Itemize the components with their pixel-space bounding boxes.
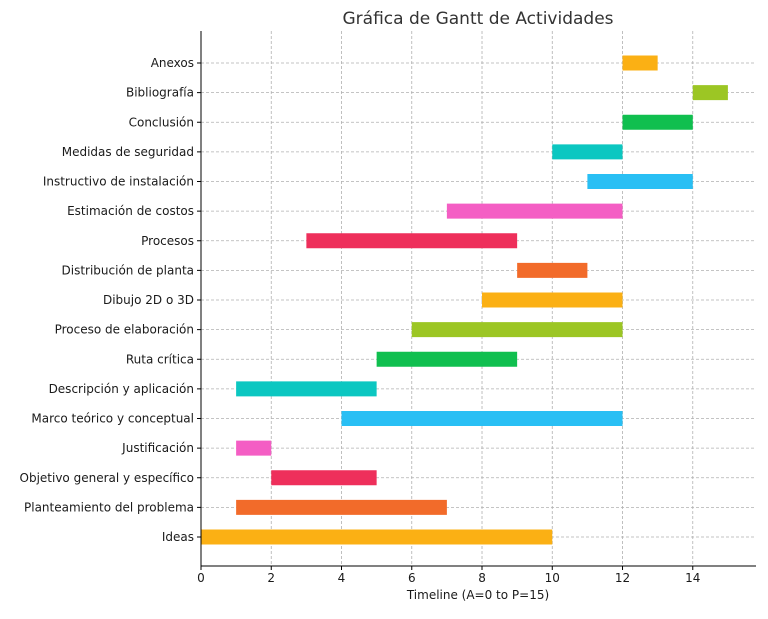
task-label: Descripción y aplicación [49,382,194,396]
task-bar [622,114,693,130]
task-bars [201,55,728,545]
chart-title: Gráfica de Gantt de Actividades [342,9,613,29]
task-label: Estimación de costos [67,204,194,218]
task-bar [236,440,272,456]
x-tick-label: 12 [615,571,630,585]
task-bar [692,85,728,101]
task-bar [622,55,658,71]
x-tick-label: 0 [197,571,205,585]
task-labels: Ideas Planteamiento del problema Objetivo … [20,56,194,544]
task-label: Planteamiento del problema [24,500,194,514]
task-label: Proceso de elaboración [55,323,194,337]
task-bar [446,203,623,219]
task-bar [552,144,623,160]
task-label: Instructivo de instalación [43,175,194,189]
task-label: Distribución de planta [62,263,195,277]
x-tick-label: 2 [267,571,275,585]
task-label: Conclusión [129,115,194,129]
task-bar [341,411,623,426]
task-bar [587,174,693,189]
task-bar [271,470,377,486]
task-label: Medidas de seguridad [62,145,194,159]
task-label: Objetivo general y específico [20,471,194,485]
task-bar [201,529,553,545]
task-label: Dibujo 2D o 3D [103,293,194,307]
task-label: Ruta crítica [126,352,194,366]
task-label: Procesos [141,234,194,248]
x-axis-label: Timeline (A=0 to P=15) [406,588,549,602]
task-bar [411,322,623,338]
x-tick-label: 8 [478,571,486,585]
task-bar [236,381,377,397]
x-tick-label: 4 [338,571,346,585]
task-label: Bibliografía [126,86,194,100]
x-tick-label: 10 [545,571,560,585]
axes: 0 2 4 6 8 10 12 14 [197,31,756,585]
x-tick-label: 14 [685,571,700,585]
task-label: Ideas [162,530,194,544]
task-bar [236,499,447,515]
task-label: Justificación [121,441,194,455]
task-bar [517,262,588,278]
task-label: Marco teórico y conceptual [31,412,194,426]
task-bar [376,351,518,367]
task-bar [306,233,518,249]
x-tick-label: 6 [408,571,416,585]
task-bar [482,292,623,308]
grid-lines [200,31,756,566]
task-label: Anexos [151,56,194,70]
